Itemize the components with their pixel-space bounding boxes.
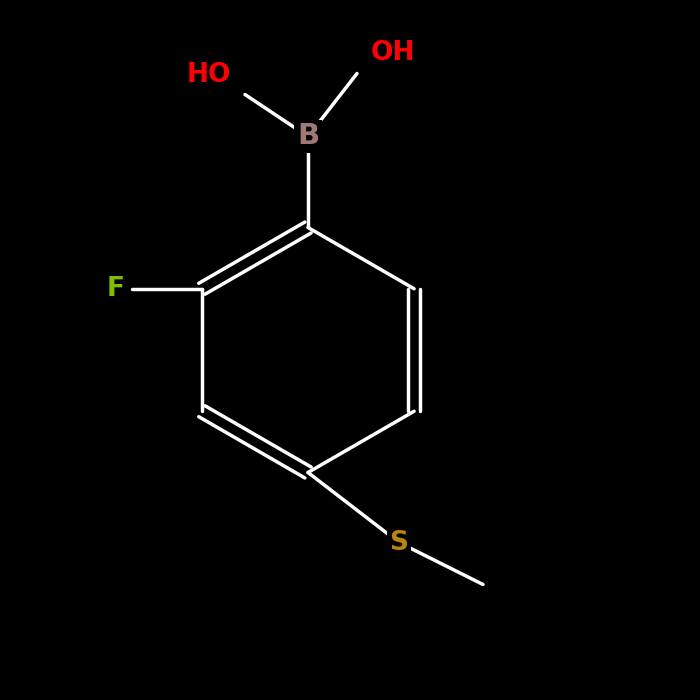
Text: OH: OH <box>371 41 416 66</box>
Text: HO: HO <box>186 62 231 88</box>
Text: F: F <box>107 276 125 302</box>
Text: B: B <box>297 122 319 150</box>
Text: S: S <box>389 529 409 556</box>
